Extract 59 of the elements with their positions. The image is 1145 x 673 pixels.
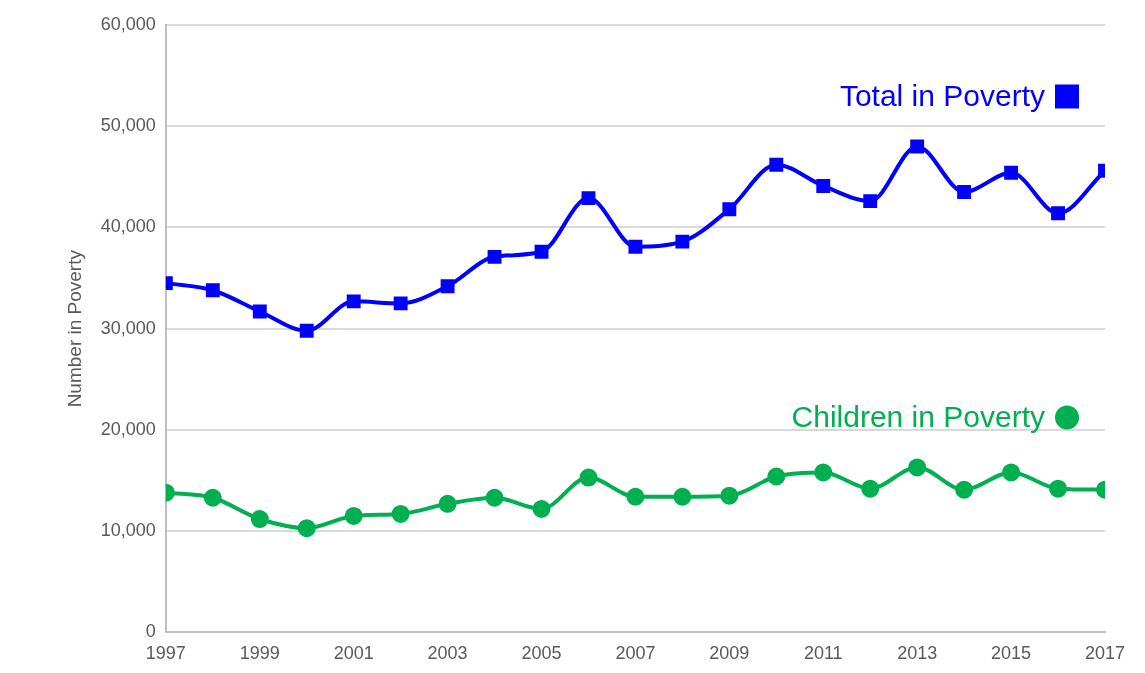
point — [299, 323, 314, 338]
y-tick-label: 60,000 — [100, 13, 156, 34]
x-tick-label: 2015 — [991, 643, 1032, 664]
y-axis-title: Number in Poverty — [63, 249, 85, 408]
point — [863, 194, 878, 209]
point — [579, 468, 598, 487]
point — [767, 467, 786, 486]
point — [393, 296, 408, 311]
point — [720, 486, 739, 505]
point — [1051, 206, 1065, 221]
point — [438, 494, 457, 513]
y-tick-label: 20,000 — [100, 418, 156, 439]
point — [205, 283, 220, 298]
point — [722, 202, 737, 217]
legend-label: Total in Poverty — [839, 78, 1045, 112]
point — [297, 519, 316, 538]
x-tick-label: 2005 — [521, 643, 562, 664]
y-tick-label: 10,000 — [100, 520, 156, 541]
x-tick-label: 1999 — [239, 643, 280, 664]
point — [487, 249, 502, 264]
x-tick-label: 2011 — [803, 643, 843, 664]
point — [910, 139, 925, 154]
point — [440, 279, 455, 294]
y-tick-label: 30,000 — [100, 317, 156, 338]
point — [534, 244, 549, 259]
y-tick-label: 0 — [145, 621, 156, 642]
point — [532, 499, 551, 518]
point — [203, 488, 222, 507]
point — [673, 487, 692, 506]
point — [581, 191, 596, 206]
point — [626, 487, 645, 506]
x-tick-label: 2007 — [615, 643, 656, 664]
point — [1002, 463, 1021, 482]
point — [957, 185, 972, 199]
point — [252, 304, 267, 319]
point — [1049, 479, 1068, 498]
point — [955, 480, 974, 499]
point — [908, 458, 927, 477]
point — [391, 504, 410, 523]
x-tick-label: 2017 — [1084, 643, 1126, 664]
y-tick-label: 40,000 — [100, 216, 156, 237]
x-tick-label: 2013 — [897, 643, 938, 664]
point — [485, 488, 504, 507]
point — [816, 179, 831, 193]
point — [769, 157, 784, 172]
point — [628, 239, 643, 254]
x-tick-label: 1997 — [145, 643, 186, 664]
point — [346, 294, 361, 309]
point — [814, 463, 833, 482]
point — [250, 510, 269, 529]
point — [1004, 165, 1019, 180]
y-tick-label: 50,000 — [100, 115, 156, 136]
x-tick-label: 2003 — [427, 643, 468, 664]
x-tick-label: 2001 — [333, 643, 374, 664]
legend-label: Children in Poverty — [791, 399, 1045, 433]
point — [861, 479, 880, 498]
point — [344, 506, 363, 525]
point — [675, 234, 690, 249]
x-tick-label: 2009 — [709, 643, 750, 664]
